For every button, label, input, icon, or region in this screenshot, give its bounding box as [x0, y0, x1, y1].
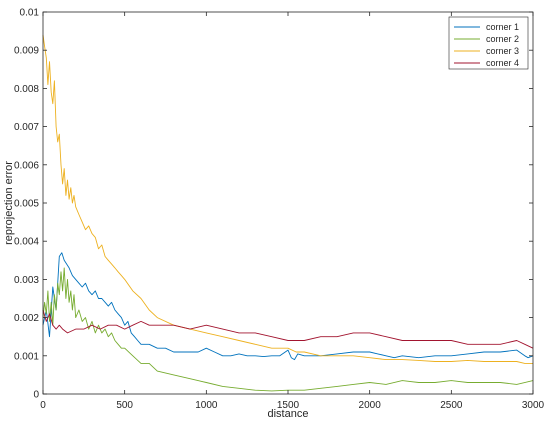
y-tick-label: 0.007 [14, 122, 39, 133]
legend: corner 1 corner 2 corner 3 corner 4 [448, 16, 529, 70]
x-tick-label: 1500 [277, 400, 300, 411]
x-axis-ticks: 0 500 1000 1500 2000 2500 3000 [40, 12, 545, 411]
legend-box [448, 16, 529, 70]
legend-label-2: corner 2 [486, 34, 519, 44]
plot-background [43, 12, 533, 394]
series-line-1 [42, 252, 534, 361]
series-line-2 [42, 267, 534, 392]
series-line-3 [42, 34, 533, 364]
x-tick-label: 2500 [440, 400, 463, 411]
x-axis-title: distance [268, 408, 309, 420]
x-tick-label: 3000 [522, 400, 545, 411]
legend-label-1: corner 1 [486, 22, 519, 32]
y-tick-label: 0.005 [14, 199, 39, 210]
series-layer [42, 34, 534, 392]
y-tick-label: 0.003 [14, 275, 39, 286]
series-line-4 [42, 309, 534, 349]
y-tick-label: 0.001 [14, 351, 39, 362]
x-tick-label: 500 [116, 400, 133, 411]
y-tick-label: 0.008 [14, 84, 39, 95]
y-tick-label: 0.004 [14, 237, 39, 248]
y-tick-label: 0 [33, 390, 39, 401]
y-tick-label: 0.002 [14, 313, 39, 324]
y-tick-label: 0.01 [20, 8, 40, 19]
legend-label-4: corner 4 [486, 58, 519, 68]
legend-label-3: corner 3 [486, 46, 519, 56]
y-tick-label: 0.006 [14, 160, 39, 171]
x-tick-label: 2000 [359, 400, 382, 411]
y-axis-title: reprojection error [3, 161, 15, 245]
x-tick-label: 1000 [195, 400, 218, 411]
x-tick-label: 0 [40, 400, 46, 411]
y-axis-ticks: 0 0.001 0.002 0.003 0.004 0.005 0.006 0.007 0.00… [14, 8, 533, 401]
y-tick-label: 0.009 [14, 46, 39, 57]
